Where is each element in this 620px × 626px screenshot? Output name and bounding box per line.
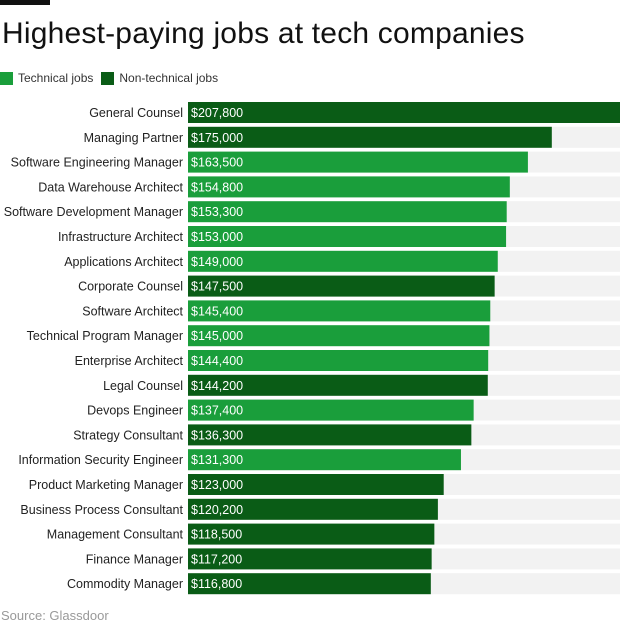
category-label: Data Warehouse Architect	[38, 180, 183, 194]
data-label: $137,400	[191, 404, 243, 418]
category-label: Software Architect	[82, 304, 183, 318]
bar	[188, 573, 431, 595]
data-label: $154,800	[191, 180, 243, 194]
category-label: General Counsel	[89, 106, 183, 120]
bar-row: Enterprise Architect $144,400	[75, 350, 620, 371]
bar-row: Legal Counsel $144,200	[103, 374, 620, 396]
data-label: $207,800	[191, 106, 243, 120]
bar	[188, 350, 489, 371]
data-label: $147,500	[191, 280, 243, 294]
bar	[188, 226, 507, 247]
category-label: Product Marketing Manager	[29, 478, 183, 492]
data-label: $145,400	[191, 304, 243, 318]
bar-row: Infrastructure Architect $153,000	[58, 226, 620, 247]
category-label: Finance Manager	[86, 552, 183, 566]
data-label: $153,300	[191, 205, 243, 219]
bar-row: Strategy Consultant $136,300	[73, 424, 620, 446]
data-label: $136,300	[191, 428, 243, 442]
legend: Technical jobs Non-technical jobs	[0, 70, 226, 86]
source-note: Source: Glassdoor	[1, 608, 109, 623]
category-label: Software Engineering Manager	[11, 156, 183, 170]
data-label: $144,400	[191, 354, 243, 368]
bar	[188, 275, 495, 297]
bar-row: Applications Architect $149,000	[64, 250, 620, 272]
bar	[188, 300, 491, 322]
category-label: Devops Engineer	[87, 404, 183, 418]
legend-item-nontechnical: Non-technical jobs	[101, 71, 218, 85]
data-label: $144,200	[191, 379, 243, 393]
category-label: Enterprise Architect	[75, 354, 184, 368]
bar	[188, 250, 498, 272]
bar-row: Information Security Engineer $131,300	[18, 449, 620, 471]
data-label: $145,000	[191, 329, 243, 343]
bar	[188, 498, 438, 520]
bar-row: General Counsel $207,800	[89, 102, 620, 123]
legend-label-technical: Technical jobs	[18, 71, 94, 85]
bar	[188, 374, 488, 396]
bar-row: Devops Engineer $137,400	[87, 399, 620, 421]
data-label: $175,000	[191, 131, 243, 145]
legend-swatch-technical	[0, 71, 13, 85]
bar	[188, 102, 620, 123]
data-label: $149,000	[191, 255, 243, 269]
category-label: Commodity Manager	[67, 577, 183, 591]
data-label: $123,000	[191, 478, 243, 492]
category-label: Infrastructure Architect	[58, 230, 184, 244]
data-label: $131,300	[191, 453, 243, 467]
bar-row: Product Marketing Manager $123,000	[29, 474, 620, 495]
category-label: Software Development Manager	[4, 205, 183, 219]
category-label: Corporate Counsel	[78, 280, 183, 294]
data-label: $117,200	[191, 552, 242, 566]
data-label: $116,800	[191, 577, 242, 591]
bar	[188, 424, 472, 446]
bar-row: Software Architect $145,400	[82, 300, 620, 322]
bar	[188, 474, 444, 495]
category-label: Strategy Consultant	[73, 428, 183, 442]
data-label: $163,500	[191, 156, 243, 170]
bar-row: Software Engineering Manager $163,500	[11, 151, 620, 173]
data-label: $153,000	[191, 230, 243, 244]
legend-item-technical: Technical jobs	[0, 71, 93, 85]
bar-row: Corporate Counsel $147,500	[78, 275, 620, 297]
bar-chart: General Counsel $207,800 Managing Partner $…	[4, 102, 620, 595]
bar-row: Business Process Consultant $120,200	[20, 498, 620, 520]
bar-row: Commodity Manager $116,800	[67, 573, 620, 595]
category-label: Applications Architect	[64, 255, 183, 269]
bar-row: Managing Partner $175,000	[84, 126, 620, 148]
category-label: Business Process Consultant	[20, 503, 183, 517]
bar-row: Finance Manager $117,200	[86, 548, 620, 570]
data-label: $118,500	[191, 528, 242, 542]
category-label: Managing Partner	[84, 131, 183, 145]
legend-label-nontechnical: Non-technical jobs	[119, 71, 219, 85]
bar	[188, 325, 490, 347]
bar	[188, 548, 432, 570]
category-label: Management Consultant	[47, 528, 184, 542]
category-label: Technical Program Manager	[27, 329, 183, 343]
category-label: Information Security Engineer	[18, 453, 183, 467]
legend-swatch-nontechnical	[101, 71, 115, 85]
bar-row: Software Development Manager $153,300	[4, 201, 620, 223]
bar	[188, 126, 552, 148]
bar	[188, 523, 435, 545]
bar	[188, 399, 474, 421]
bar	[188, 201, 507, 223]
bar-row: Technical Program Manager $145,000	[27, 325, 620, 347]
top-accent-bar	[0, 0, 50, 5]
data-label: $120,200	[191, 503, 243, 517]
bar	[188, 449, 461, 471]
bar	[188, 151, 528, 173]
bar	[188, 176, 510, 198]
bar-row: Data Warehouse Architect $154,800	[38, 176, 620, 198]
chart-title: Highest-paying jobs at tech companies	[2, 17, 525, 50]
bar-row: Management Consultant $118,500	[47, 523, 620, 545]
category-label: Legal Counsel	[103, 379, 183, 393]
